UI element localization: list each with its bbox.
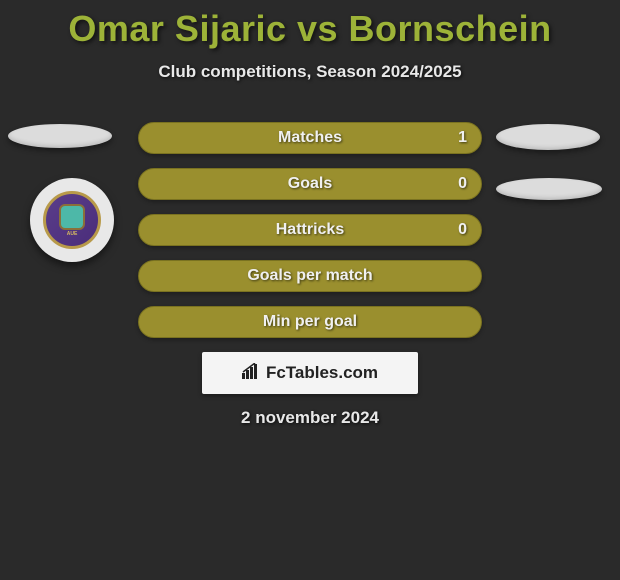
stat-row: Hattricks 0 [138,214,482,246]
footer-date: 2 november 2024 [0,408,620,428]
club-badge-text: AUE [67,231,78,237]
page-title: Omar Sijaric vs Bornschein [0,0,620,50]
stat-label: Min per goal [263,313,357,331]
stat-row: Min per goal [138,306,482,338]
stat-row: Goals per match [138,260,482,292]
stat-label: Goals per match [247,267,372,285]
brand-box: FcTables.com [202,352,418,394]
decorative-blob [496,124,600,150]
stat-value: 0 [458,221,467,239]
stat-row: Matches 1 [138,122,482,154]
club-badge-center [59,204,85,230]
club-badge-inner: AUE [43,191,101,249]
stat-label: Matches [278,129,342,147]
stat-label: Hattricks [276,221,344,239]
club-badge: AUE [30,178,114,262]
stat-value: 1 [458,129,467,147]
page-subtitle: Club competitions, Season 2024/2025 [0,62,620,82]
decorative-blob [496,178,602,200]
brand-text: FcTables.com [266,363,378,383]
stat-label: Goals [288,175,332,193]
stat-value: 0 [458,175,467,193]
decorative-blob [8,124,112,148]
stats-container: Matches 1 Goals 0 Hattricks 0 Goals per … [138,122,482,352]
stat-row: Goals 0 [138,168,482,200]
chart-icon [242,363,262,384]
